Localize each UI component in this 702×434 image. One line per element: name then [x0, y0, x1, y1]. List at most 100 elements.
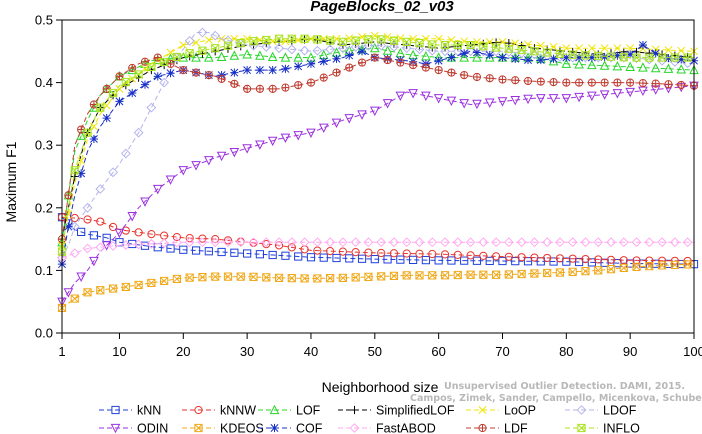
data-point-kNNW [147, 229, 156, 239]
data-point-kNNW [351, 248, 360, 257]
data-point-kNN [243, 249, 252, 258]
data-point-KDEOS [160, 276, 169, 286]
data-point-ODIN [63, 288, 74, 298]
data-point-kNN [357, 254, 367, 263]
legend-item-KDEOS: KDEOS [182, 422, 264, 434]
data-point-LDF [511, 76, 520, 85]
data-point-FastABOD [82, 243, 93, 254]
data-point-INFLO [96, 103, 105, 112]
data-point-KDEOS [594, 266, 603, 275]
data-point-INFLO [338, 37, 347, 47]
data-point-ODIN [472, 99, 482, 110]
x-tick-label: 40 [304, 344, 318, 359]
data-point-COF [128, 88, 137, 98]
data-point-FastABOD [248, 237, 259, 248]
data-point-FastABOD [184, 237, 195, 248]
data-point-LoOP [77, 156, 86, 165]
legend-label: kNNW [220, 404, 256, 418]
data-point-LDF [370, 53, 379, 62]
series-line-LDF [61, 57, 695, 240]
data-point-LDF [255, 84, 264, 93]
data-point-LDF [460, 70, 469, 80]
data-point-LDOF [657, 55, 667, 66]
data-point-LDOF [440, 46, 450, 57]
data-point-KDEOS [428, 271, 437, 280]
data-point-KDEOS [351, 273, 360, 282]
data-point-LDOF [376, 40, 387, 51]
legend-marker [194, 423, 203, 433]
data-point-FastABOD [337, 237, 348, 248]
data-point-kNN [460, 256, 469, 265]
data-point-INFLO [274, 34, 284, 43]
data-point-SimplifiedLOF [492, 38, 501, 47]
data-point-LDF [421, 63, 430, 72]
legend-marker [110, 423, 121, 434]
data-point-INFLO [364, 35, 373, 44]
data-point-LDF [523, 76, 533, 86]
data-point-ODIN [484, 98, 495, 108]
data-point-kNNW [530, 253, 539, 262]
data-point-INFLO [83, 128, 92, 137]
data-point-COF [638, 40, 648, 50]
x-tick-label: 70 [495, 344, 509, 359]
data-point-COF [613, 51, 622, 60]
data-point-FastABOD [235, 237, 246, 248]
data-point-kNN [191, 246, 201, 255]
data-point-LDOF [350, 42, 361, 52]
x-tick-label: 80 [559, 344, 573, 359]
data-point-INFLO [313, 35, 322, 44]
data-point-LDF [153, 53, 162, 62]
data-point-LDOF [82, 202, 93, 213]
data-point-LOF [612, 61, 623, 71]
data-point-kNNW [517, 253, 526, 262]
data-point-FastABOD [682, 237, 693, 248]
data-point-kNN [332, 253, 341, 263]
data-point-ODIN [255, 140, 265, 150]
data-point-LDF [664, 80, 673, 89]
data-point-kNN [306, 253, 316, 262]
data-point-FastABOD [631, 237, 642, 248]
x-tick-label: 50 [368, 344, 382, 359]
data-point-COF [511, 54, 520, 63]
data-point-LDF [600, 78, 609, 87]
data-point-ODIN [318, 123, 329, 133]
data-point-ODIN [625, 87, 635, 98]
data-point-kNNW [440, 250, 450, 259]
data-point-LDOF [210, 30, 221, 41]
watermark-line-2: Campos, Zimek, Sander, Campello, Micenko… [410, 393, 702, 404]
data-point-kNN [511, 257, 520, 266]
data-point-kNN [281, 251, 290, 260]
legend-marker [478, 406, 487, 414]
data-point-LDF [498, 75, 507, 84]
legend-item-LOF: LOF [258, 404, 321, 418]
data-point-COF [600, 52, 609, 62]
data-point-FastABOD [669, 237, 680, 248]
data-point-FastABOD [363, 237, 374, 248]
data-point-kNNW [377, 248, 386, 258]
series-LOF [57, 42, 699, 247]
data-point-INFLO [670, 53, 679, 62]
data-point-LDF [447, 68, 456, 77]
data-point-FastABOD [108, 241, 118, 251]
axes: 0.0 0.1 0.2 0.3 0.4 0.5 1 10 20 30 40 50 60 70 80 90 100 [35, 13, 702, 360]
data-point-LDOF [389, 42, 399, 52]
x-tick-label: 10 [112, 344, 126, 359]
data-point-FastABOD [567, 237, 578, 248]
data-point-kNN [217, 247, 226, 257]
legend-item-SimplifiedLOF: SimplifiedLOF [338, 404, 455, 418]
data-point-kNN [230, 248, 239, 257]
data-point-KDEOS [211, 272, 220, 281]
data-point-LDOF [133, 127, 144, 138]
data-point-LOF [280, 52, 291, 62]
data-point-INFLO [530, 47, 539, 56]
data-point-kNNW [594, 255, 603, 264]
data-point-LOF [255, 50, 265, 60]
data-point-kNNW [632, 256, 641, 265]
data-point-ODIN [204, 156, 214, 166]
data-point-FastABOD [414, 237, 425, 248]
series-COF [57, 40, 699, 269]
data-point-KDEOS [683, 260, 692, 269]
data-point-ODIN [89, 256, 99, 267]
data-point-LDOF [184, 35, 195, 46]
